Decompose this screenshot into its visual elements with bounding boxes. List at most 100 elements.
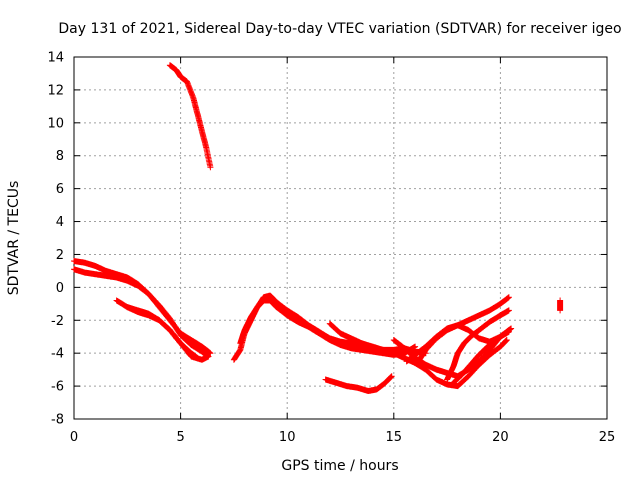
data-point — [414, 354, 416, 356]
y-tick-label: 0 — [56, 281, 64, 296]
data-point — [403, 352, 406, 355]
data-point — [457, 324, 459, 327]
data-point — [425, 363, 427, 366]
x-tick-label: 0 — [70, 430, 78, 445]
data-point — [559, 303, 561, 305]
y-tick-label: 4 — [56, 215, 64, 230]
data-point — [425, 349, 427, 351]
data-point — [446, 378, 448, 381]
data-point — [339, 332, 342, 335]
data-point — [147, 314, 150, 317]
data-point — [269, 294, 271, 297]
data-point — [269, 299, 271, 302]
data-point — [425, 368, 427, 371]
data-point — [115, 276, 118, 279]
x-tick-label: 20 — [492, 430, 509, 445]
y-tick-label: -8 — [51, 413, 64, 428]
data-point — [275, 301, 278, 304]
data-point — [375, 388, 378, 391]
data-point — [403, 357, 406, 359]
data-point — [414, 345, 416, 348]
data-markers — [166, 62, 214, 171]
data-point — [418, 359, 421, 361]
data-point — [350, 342, 353, 345]
axis-ticks: 0 5 10 15 20 25 -8 -6 -4 -2 0 2 4 6 8 10 12 14 — [47, 51, 615, 446]
data-point — [94, 265, 97, 267]
y-axis-label: SDTVAR / TECUs — [6, 181, 22, 296]
series-arc-14 — [450, 325, 515, 386]
data-point — [393, 339, 395, 341]
data-markers — [322, 373, 395, 394]
data-point — [179, 342, 182, 345]
data-point — [137, 284, 139, 287]
data-point — [201, 350, 203, 353]
series-arc-15 — [557, 297, 564, 314]
data-point — [414, 362, 416, 364]
data-point — [478, 329, 480, 331]
x-tick-label: 5 — [176, 430, 184, 445]
data-point — [335, 382, 338, 384]
data-point — [307, 326, 310, 328]
x-axis-label: GPS time / hours — [281, 458, 398, 474]
data-point — [367, 390, 370, 392]
y-tick-label: 10 — [47, 116, 64, 131]
data-point — [446, 329, 448, 331]
data-point — [486, 345, 489, 348]
data-point — [126, 280, 129, 282]
y-tick-label: -4 — [51, 347, 64, 362]
data-point — [201, 359, 203, 361]
data-point — [488, 349, 491, 351]
data-point — [508, 296, 510, 299]
data-point — [488, 354, 491, 356]
data-point — [403, 347, 406, 350]
data-point — [559, 299, 561, 302]
data-point — [209, 352, 212, 355]
data-point — [510, 327, 512, 330]
data-point — [435, 337, 438, 340]
data-point — [73, 268, 75, 271]
data-point — [469, 363, 472, 366]
data-point — [239, 342, 242, 345]
data-point — [446, 383, 448, 386]
data-point — [179, 334, 182, 336]
data-point — [361, 349, 363, 351]
data-point — [499, 345, 502, 348]
data-point — [262, 299, 265, 302]
data-point — [147, 293, 150, 295]
data-point — [318, 332, 321, 335]
data-point — [356, 386, 359, 389]
data-point — [467, 329, 470, 331]
data-point — [243, 329, 246, 331]
series-arc-13 — [444, 307, 512, 383]
data-point — [329, 339, 331, 341]
data-point — [233, 359, 235, 361]
data-point — [478, 314, 480, 317]
data-point — [209, 166, 212, 168]
data-point — [179, 75, 182, 78]
data-point — [478, 360, 480, 363]
data-point — [239, 349, 242, 351]
data-point — [478, 337, 480, 340]
data-point — [457, 385, 459, 387]
data-point — [495, 339, 497, 341]
data-point — [361, 342, 363, 345]
data-point — [350, 337, 353, 340]
data-point — [297, 321, 299, 323]
data-point — [457, 352, 459, 355]
data-point — [382, 349, 384, 351]
data-point — [126, 306, 129, 308]
data-point — [169, 317, 171, 320]
plot-frame — [73, 56, 608, 420]
data-point — [201, 130, 203, 132]
data-point — [256, 306, 259, 308]
data-point — [169, 329, 171, 331]
data-point — [559, 309, 561, 312]
data-point — [83, 261, 86, 264]
data-point — [169, 64, 171, 66]
data-point — [192, 97, 195, 99]
data-point — [190, 344, 193, 346]
data-point — [190, 352, 193, 355]
data-point — [105, 275, 107, 277]
data-point — [452, 365, 455, 368]
